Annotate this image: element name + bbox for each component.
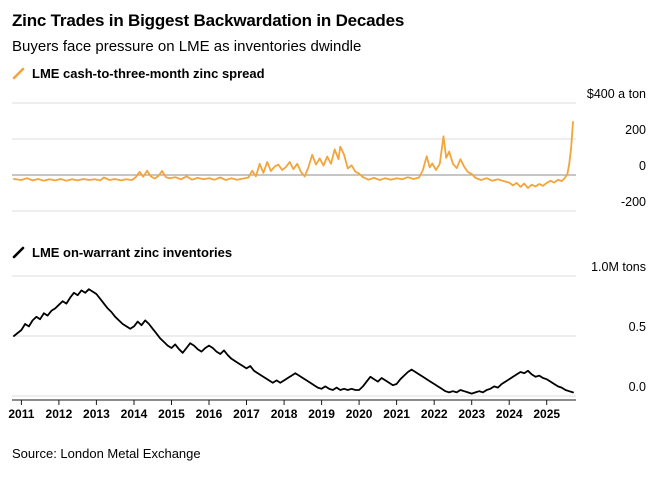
svg-text:0.5: 0.5 — [629, 320, 646, 334]
svg-text:2011: 2011 — [8, 407, 34, 421]
svg-text:2017: 2017 — [233, 407, 260, 421]
svg-text:0.0: 0.0 — [629, 380, 646, 394]
page-title: Zinc Trades in Biggest Backwardation in … — [12, 11, 405, 30]
legend-inventories: LME on-warrant zinc inventories — [0, 245, 654, 260]
svg-text:-200: -200 — [621, 195, 646, 209]
legend-spread: LME cash-to-three-month zinc spread — [0, 66, 654, 81]
chart-svg-0: $400 a ton 200 0 -200 — [12, 87, 646, 212]
svg-text:2025: 2025 — [533, 407, 560, 421]
svg-text:2013: 2013 — [83, 407, 110, 421]
svg-text:2021: 2021 — [383, 407, 410, 421]
page-subtitle: Buyers face pressure on LME as inventori… — [12, 38, 362, 55]
svg-text:2023: 2023 — [458, 407, 485, 421]
svg-text:2024: 2024 — [496, 407, 523, 421]
legend-spread-label: LME cash-to-three-month zinc spread — [32, 66, 265, 81]
svg-text:2022: 2022 — [421, 407, 448, 421]
svg-text:$400 a ton: $400 a ton — [587, 87, 646, 101]
legend-inventories-label: LME on-warrant zinc inventories — [32, 245, 233, 260]
svg-text:2016: 2016 — [196, 407, 223, 421]
inventories-chart: 1.0M tons 0.5 0.0 2011 2012 2013 2014 2015 2016 2… — [0, 260, 654, 424]
source-note: Source: London Metal Exchange — [12, 446, 201, 461]
spread-chart: $400 a ton 200 0 -200 — [0, 81, 654, 231]
svg-text:2012: 2012 — [46, 407, 73, 421]
svg-text:2020: 2020 — [346, 407, 373, 421]
svg-text:1.0M tons: 1.0M tons — [591, 260, 646, 274]
svg-text:2014: 2014 — [121, 407, 148, 421]
svg-text:2018: 2018 — [271, 407, 298, 421]
legend-marker-spread-line — [12, 67, 25, 80]
svg-text:2019: 2019 — [308, 407, 335, 421]
legend-marker-inventories-icon — [12, 246, 25, 259]
chart-svg-1: 1.0M tons 0.5 0.0 2011 2012 2013 2014 2015 2016 2… — [8, 260, 646, 421]
legend-marker-inventories-line — [12, 246, 25, 259]
legend-marker-spread-icon — [12, 67, 25, 80]
svg-text:2015: 2015 — [158, 407, 185, 421]
svg-text:200: 200 — [625, 123, 646, 137]
svg-text:0: 0 — [639, 159, 646, 173]
chart-header: Zinc Trades in Biggest Backwardation in … — [0, 0, 654, 56]
